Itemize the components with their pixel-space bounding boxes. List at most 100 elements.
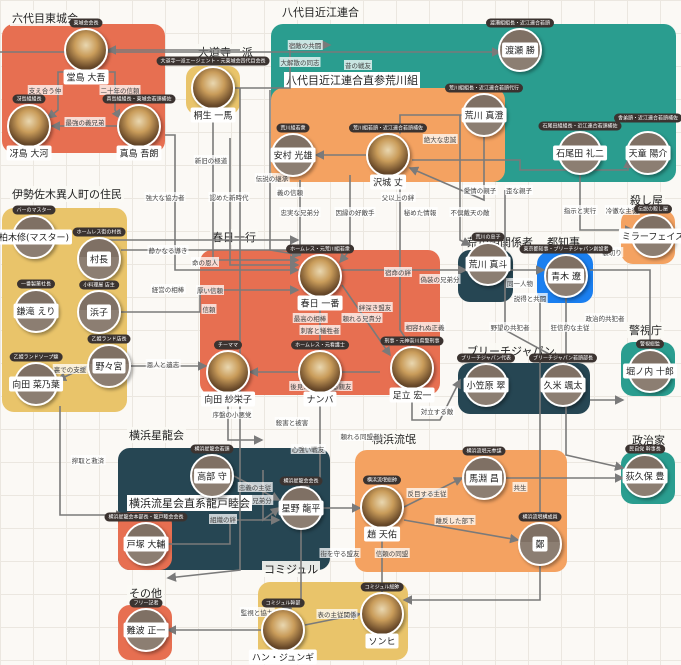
edge-label: 心強い戦友 <box>290 444 326 454</box>
character-node[interactable] <box>64 28 108 72</box>
character-name: 石尾田 礼二 <box>553 145 607 161</box>
edge-label: 指示と実行 <box>562 205 598 215</box>
edge-label: 認めた新時代 <box>208 192 250 202</box>
relationship-edge <box>281 530 302 610</box>
edge-label: 宿敵の共闘 <box>287 40 323 50</box>
character-name: 小笠原 翠 <box>463 377 509 393</box>
edge-label: 絶大な忠誠 <box>422 134 458 144</box>
relationship-edge <box>579 175 635 235</box>
edge-label: 説得と共闘 <box>512 293 548 303</box>
relationship-edge <box>403 519 520 544</box>
character-name: ハン・ジュンギ <box>248 649 318 665</box>
edge-label: 反目する主従 <box>406 488 448 498</box>
character-node[interactable] <box>360 485 404 529</box>
character-name: 趙 天佑 <box>364 526 400 542</box>
relationship-edge <box>411 378 461 421</box>
character-name: ソンヒ <box>365 633 399 649</box>
character-name: 戸塚 大輔 <box>123 536 169 552</box>
edge-label: 厚い信頼 <box>196 285 224 295</box>
edge-label: 恩人と遺志 <box>145 359 181 369</box>
role-badge: ホームレス街の村長 <box>72 227 126 237</box>
character-name: 荒川 真澄 <box>461 107 507 123</box>
edge-label: 政治的共犯者 <box>584 313 626 323</box>
character-name: 村長 <box>86 251 112 267</box>
group-label: 政治家 <box>630 432 667 448</box>
edge-label: 愛情の親子 <box>462 185 498 195</box>
edge-label: 相容れぬ正義 <box>404 322 446 332</box>
character-name: 向田 紗栄子 <box>201 391 255 407</box>
character-name: 足立 宏一 <box>389 387 435 403</box>
character-node[interactable] <box>390 346 434 390</box>
character-name: 野々宮 <box>92 358 126 374</box>
character-name: 高部 守 <box>194 468 230 484</box>
group-label: 警視庁 <box>627 322 664 338</box>
edge-label: 因縁の好敵手 <box>334 207 376 217</box>
character-name: 久米 颯太 <box>540 377 586 393</box>
character-name: 青木 遼 <box>548 268 584 284</box>
role-badge: 乙姫ランド店長 <box>87 334 131 344</box>
role-badge: 横浜星龍会若頭 <box>190 444 234 454</box>
role-badge: 冴島組組長 <box>12 94 46 104</box>
role-badge: 東城会会長 <box>69 18 103 28</box>
character-name: 柏木修(マスター) <box>0 229 73 245</box>
character-node[interactable] <box>206 350 250 394</box>
edge-label: 静かなる導き <box>147 245 189 255</box>
edge-label: 偽装の兄弟分 <box>419 274 461 284</box>
character-name: ナンバ <box>303 391 337 407</box>
character-node[interactable] <box>117 104 161 148</box>
edge-label: 街を守る盟友 <box>319 548 361 558</box>
character-name: 荒川 真斗 <box>465 256 511 272</box>
edge-label: 共生 <box>512 482 528 492</box>
role-badge: コミジュル幹部 <box>261 598 305 608</box>
edge-label: 頼れる同盟者 <box>339 431 381 441</box>
relationship-edge <box>166 88 241 582</box>
character-node[interactable] <box>191 66 235 110</box>
group-label: コミジュル <box>262 561 321 577</box>
relationship-edge <box>408 137 485 202</box>
relationship-edge <box>399 178 411 347</box>
edge-label: 信頼の同盟 <box>374 548 410 558</box>
character-node[interactable] <box>261 608 305 652</box>
character-name: 真島 吾朗 <box>116 145 162 161</box>
character-name: 星野 龍平 <box>278 500 324 516</box>
character-node[interactable] <box>366 133 410 177</box>
group-label: その他 <box>127 585 164 601</box>
edge-label: 組織の絆 <box>209 514 237 524</box>
character-node[interactable] <box>7 104 51 148</box>
group-label: 横浜星龍会 <box>127 427 186 443</box>
role-badge: ブリーチジャパン代表 <box>456 353 516 363</box>
group-label: 横浜流氓 <box>370 431 418 447</box>
character-name: 安村 光雄 <box>270 147 316 163</box>
edge-label: 絆深き盟友 <box>357 302 393 312</box>
role-badge: 荒川組若頭・近江連合若頭補佐 <box>348 123 428 133</box>
character-node[interactable] <box>360 592 404 636</box>
relationship-edge <box>412 158 633 171</box>
relationship-edge <box>168 515 281 545</box>
role-badge: ホームレス・元荒川組若衆 <box>286 244 354 254</box>
edge-label: 二十年の信頼 <box>99 85 141 95</box>
role-badge: 大道寺一派エージェント・元東城会四代目会長 <box>156 56 270 66</box>
role-badge: フリー記者 <box>129 598 163 608</box>
edge-label: 義の信頼 <box>276 187 304 197</box>
edge-label: 離反した部下 <box>434 515 476 525</box>
role-badge: 横浜流氓元参謀 <box>462 446 506 456</box>
relationship-edge <box>229 138 300 270</box>
character-node[interactable] <box>298 350 342 394</box>
relationship-edge <box>59 406 126 520</box>
role-badge: コミジュル総帥 <box>360 582 404 592</box>
group-label: 横浜流星会直系龍戸睦会 <box>127 495 252 511</box>
group-label: 殺し屋 <box>628 192 665 208</box>
relationship-edge <box>565 298 625 471</box>
character-node[interactable] <box>298 254 342 298</box>
edge-label: 頼れる兄貴分 <box>341 313 383 323</box>
edge-label: 裏での支援 <box>52 364 88 374</box>
character-name: 春日 一番 <box>297 295 343 311</box>
role-badge: 荒川の息子 <box>471 232 505 242</box>
edge-label: 新旧の極道 <box>193 155 229 165</box>
character-name: 浜子 <box>86 304 112 320</box>
edge-label: 忠義の主従 <box>237 482 273 492</box>
relationship-edge <box>212 110 300 265</box>
relationship-edge <box>121 285 300 313</box>
edge-label: 表の主従関係 <box>316 609 358 619</box>
character-name: 桐生 一馬 <box>190 107 236 123</box>
